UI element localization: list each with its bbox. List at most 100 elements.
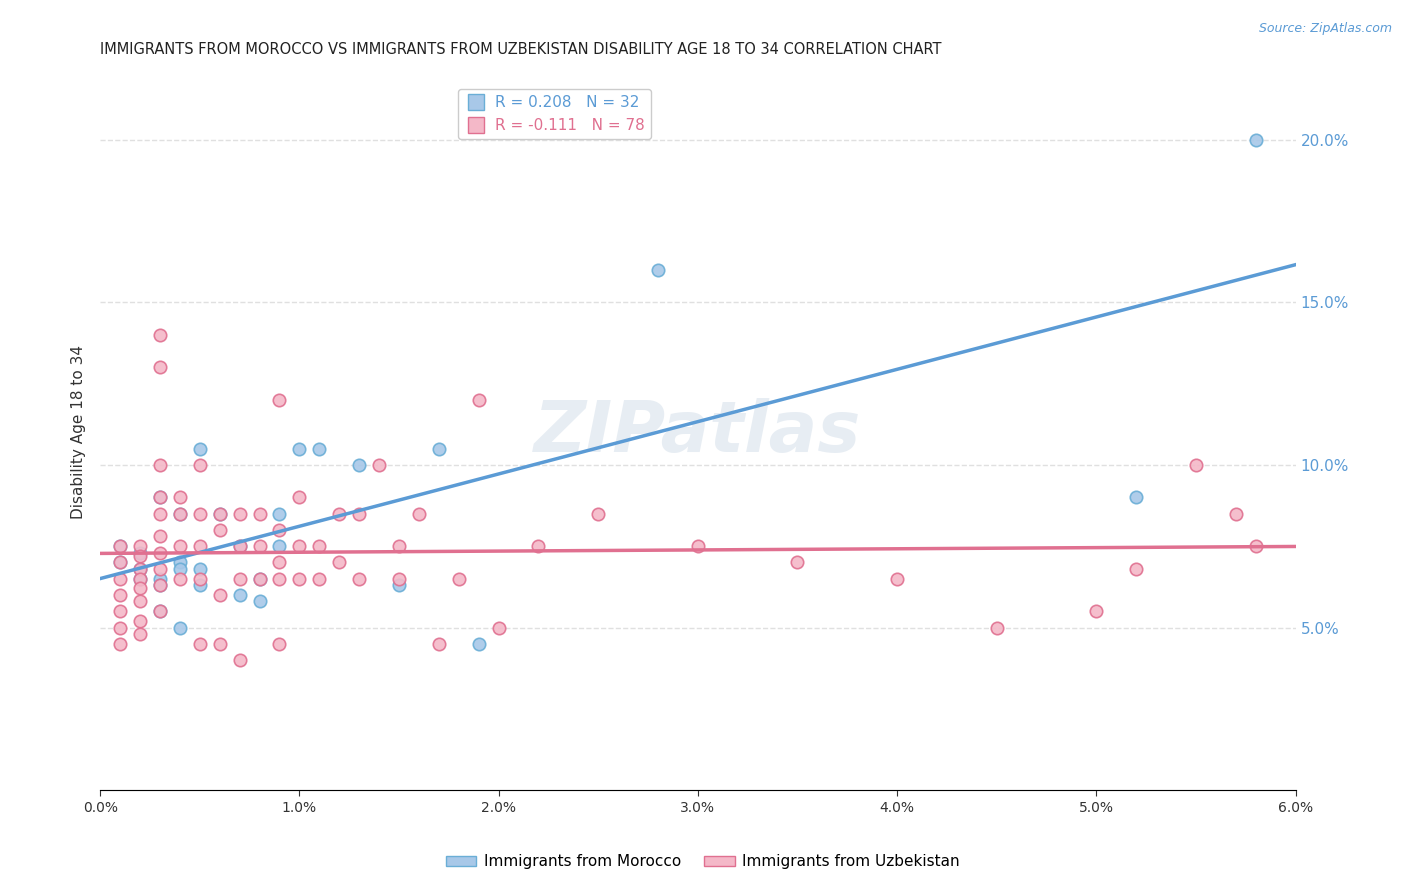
Point bbox=[129, 594, 152, 608]
Point bbox=[288, 491, 311, 505]
Point bbox=[129, 627, 152, 641]
Point bbox=[149, 458, 172, 472]
Text: IMMIGRANTS FROM MOROCCO VS IMMIGRANTS FROM UZBEKISTAN DISABILITY AGE 18 TO 34 CO: IMMIGRANTS FROM MOROCCO VS IMMIGRANTS FR… bbox=[100, 42, 942, 57]
Legend: R = 0.208   N = 32, R = -0.111   N = 78: R = 0.208 N = 32, R = -0.111 N = 78 bbox=[458, 89, 651, 139]
Point bbox=[169, 507, 191, 521]
Point bbox=[269, 392, 291, 407]
Point bbox=[249, 572, 271, 586]
Point bbox=[169, 491, 191, 505]
Point bbox=[269, 539, 291, 553]
Point bbox=[249, 572, 271, 586]
Point bbox=[208, 507, 231, 521]
Point bbox=[149, 491, 172, 505]
Point bbox=[228, 507, 250, 521]
Point bbox=[129, 539, 152, 553]
Legend: Immigrants from Morocco, Immigrants from Uzbekistan: Immigrants from Morocco, Immigrants from… bbox=[440, 848, 966, 875]
Point bbox=[647, 262, 669, 277]
Point bbox=[149, 572, 172, 586]
Point bbox=[328, 556, 350, 570]
Point bbox=[408, 507, 430, 521]
Point bbox=[228, 539, 250, 553]
Point bbox=[149, 546, 172, 560]
Point bbox=[886, 572, 908, 586]
Point bbox=[149, 578, 172, 592]
Point bbox=[488, 620, 510, 634]
Point bbox=[149, 604, 172, 618]
Point bbox=[228, 572, 250, 586]
Point bbox=[188, 562, 211, 576]
Point bbox=[427, 637, 450, 651]
Point bbox=[269, 572, 291, 586]
Point bbox=[228, 653, 250, 667]
Point bbox=[149, 604, 172, 618]
Point bbox=[108, 539, 131, 553]
Point bbox=[108, 556, 131, 570]
Point bbox=[188, 572, 211, 586]
Point bbox=[169, 562, 191, 576]
Point bbox=[129, 572, 152, 586]
Point bbox=[347, 507, 370, 521]
Point bbox=[368, 458, 391, 472]
Point bbox=[467, 637, 489, 651]
Point bbox=[427, 442, 450, 456]
Point bbox=[269, 507, 291, 521]
Point bbox=[249, 539, 271, 553]
Point bbox=[1085, 604, 1108, 618]
Point bbox=[328, 507, 350, 521]
Point bbox=[149, 562, 172, 576]
Point bbox=[108, 556, 131, 570]
Point bbox=[388, 539, 411, 553]
Point bbox=[1185, 458, 1208, 472]
Point bbox=[288, 442, 311, 456]
Point bbox=[108, 620, 131, 634]
Point bbox=[347, 458, 370, 472]
Point bbox=[208, 523, 231, 537]
Point bbox=[1125, 562, 1147, 576]
Point bbox=[308, 539, 330, 553]
Point bbox=[208, 588, 231, 602]
Point bbox=[108, 572, 131, 586]
Point bbox=[986, 620, 1008, 634]
Point bbox=[269, 556, 291, 570]
Point bbox=[108, 637, 131, 651]
Point bbox=[188, 458, 211, 472]
Point bbox=[169, 572, 191, 586]
Point bbox=[129, 546, 152, 560]
Point bbox=[249, 594, 271, 608]
Point bbox=[228, 588, 250, 602]
Point bbox=[149, 578, 172, 592]
Point bbox=[169, 507, 191, 521]
Point bbox=[149, 327, 172, 342]
Point bbox=[149, 507, 172, 521]
Point bbox=[108, 539, 131, 553]
Point bbox=[129, 614, 152, 628]
Point bbox=[108, 604, 131, 618]
Point bbox=[149, 529, 172, 543]
Text: ZIPatlas: ZIPatlas bbox=[534, 398, 862, 467]
Point bbox=[388, 578, 411, 592]
Point bbox=[686, 539, 709, 553]
Point bbox=[129, 562, 152, 576]
Point bbox=[308, 442, 330, 456]
Point bbox=[208, 507, 231, 521]
Point bbox=[447, 572, 470, 586]
Point bbox=[1244, 133, 1267, 147]
Point bbox=[288, 572, 311, 586]
Point bbox=[149, 491, 172, 505]
Y-axis label: Disability Age 18 to 34: Disability Age 18 to 34 bbox=[72, 345, 86, 519]
Point bbox=[188, 578, 211, 592]
Point bbox=[347, 572, 370, 586]
Point bbox=[129, 582, 152, 596]
Point bbox=[188, 637, 211, 651]
Point bbox=[208, 637, 231, 651]
Point bbox=[249, 507, 271, 521]
Point bbox=[288, 539, 311, 553]
Point bbox=[269, 637, 291, 651]
Point bbox=[129, 562, 152, 576]
Point bbox=[149, 360, 172, 375]
Point bbox=[467, 392, 489, 407]
Point bbox=[188, 539, 211, 553]
Point bbox=[188, 442, 211, 456]
Point bbox=[1244, 539, 1267, 553]
Point bbox=[1125, 491, 1147, 505]
